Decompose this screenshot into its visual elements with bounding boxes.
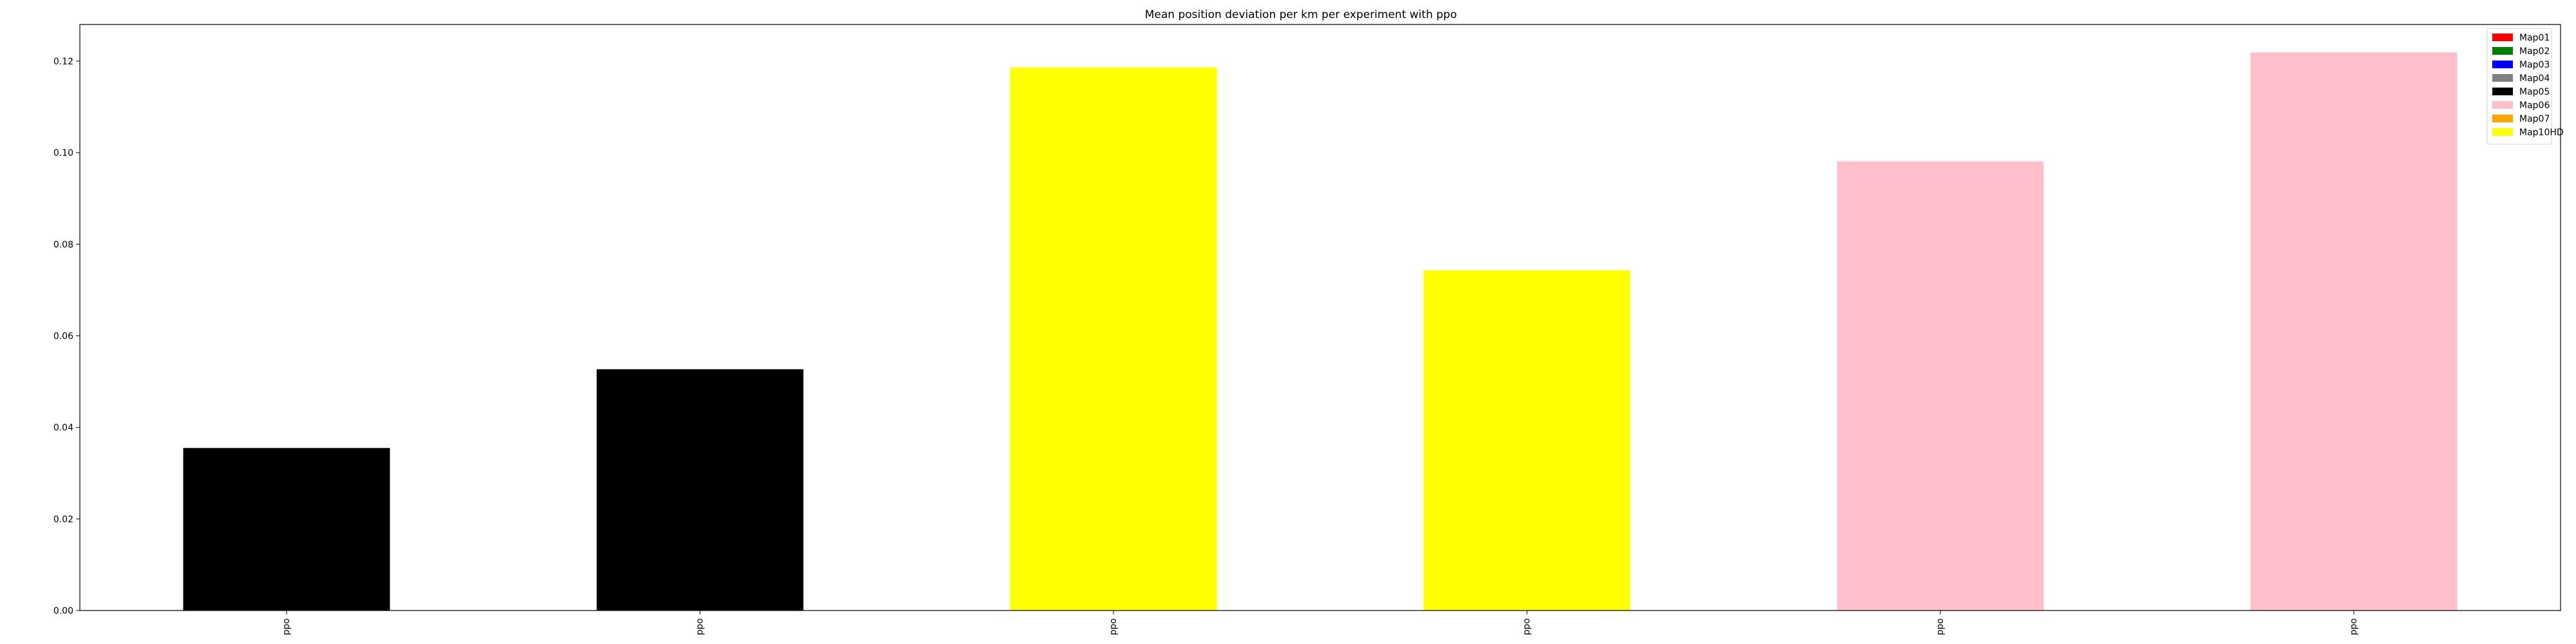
y-tick-label-4: 0.08: [53, 240, 73, 250]
y-tick-label-3: 0.06: [53, 331, 73, 341]
plot-area: [79, 24, 2561, 611]
y-tick-label-5: 0.10: [53, 148, 73, 158]
y-axis: 0.00 0.02 0.04 0.06 0.08 0.10 0.12: [53, 57, 80, 616]
y-tick-label-2: 0.04: [53, 423, 73, 433]
x-tick-label-2: ppo: [1108, 618, 1119, 635]
x-tick-label-5: ppo: [2349, 618, 2359, 635]
bar-4: [1837, 161, 2044, 611]
legend-label-map04: Map04: [2519, 73, 2550, 84]
legend-label-map06: Map06: [2519, 100, 2550, 111]
legend-label-map05: Map05: [2519, 87, 2550, 97]
legend-swatch-map10hd: [2492, 128, 2513, 136]
bar-3: [1423, 270, 1631, 611]
x-tick-label-0: ppo: [281, 618, 292, 635]
y-tick-label-1: 0.02: [53, 515, 73, 525]
axes-frame: [79, 24, 2561, 611]
bar-2: [1010, 67, 1217, 611]
bar-5: [2250, 52, 2458, 611]
bar-1: [596, 369, 804, 611]
legend-label-map02: Map02: [2519, 46, 2550, 57]
legend-swatch-map04: [2492, 74, 2513, 82]
x-tick-label-1: ppo: [695, 618, 705, 635]
legend: Map01 Map02 Map03 Map04 Map05 Map06 Map07 Map10…: [2486, 28, 2564, 145]
y-tick-label-6: 0.12: [53, 57, 73, 67]
legend-swatch-map03: [2492, 61, 2513, 68]
legend-swatch-map06: [2492, 101, 2513, 109]
x-tick-label-4: ppo: [1935, 618, 1946, 635]
legend-swatch-map05: [2492, 88, 2513, 95]
bar-0: [183, 448, 390, 611]
legend-label-map10hd: Map10HD: [2519, 128, 2564, 138]
legend-swatch-map02: [2492, 47, 2513, 55]
legend-label-map03: Map03: [2519, 60, 2550, 70]
y-tick-label-0: 0.00: [53, 606, 73, 616]
x-axis: ppo ppo ppo ppo ppo ppo: [281, 611, 2359, 635]
legend-label-map01: Map01: [2519, 33, 2550, 43]
chart-title: Mean position deviation per km per exper…: [1145, 8, 1457, 21]
legend-swatch-map01: [2492, 33, 2513, 41]
x-tick-label-3: ppo: [1522, 618, 1532, 635]
legend-frame: [2486, 28, 2552, 145]
legend-label-map07: Map07: [2519, 114, 2550, 124]
legend-swatch-map07: [2492, 115, 2513, 122]
